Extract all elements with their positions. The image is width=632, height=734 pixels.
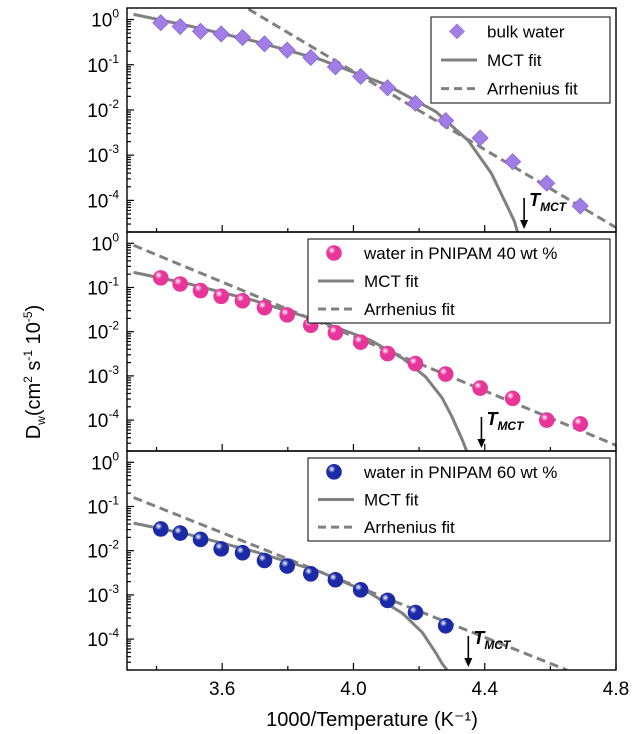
y-tick-label: 10-1 [87, 52, 119, 77]
data-point [172, 276, 188, 292]
x-tick-label: 4.0 [340, 679, 366, 700]
y-tick-label: 10-3 [87, 363, 119, 388]
data-point [234, 544, 251, 561]
y-tick-label: 10-3 [87, 142, 119, 167]
panel-frame [126, 450, 617, 671]
data-point [171, 17, 189, 36]
legend-label: bulk water [487, 22, 565, 41]
data-point [538, 412, 555, 428]
data-point [192, 531, 209, 548]
data-point [437, 617, 454, 634]
y-tick-label: 10-2 [87, 319, 119, 344]
tmct-arrow-head [477, 439, 486, 448]
y-tick-label: 10-3 [87, 582, 119, 607]
data-point [256, 552, 273, 569]
data-point [233, 28, 252, 47]
y-tick-label: 10-4 [87, 626, 119, 651]
data-point [571, 197, 589, 215]
data-point [279, 558, 295, 574]
data-point [213, 288, 229, 305]
y-tick-label: 10-2 [87, 538, 119, 563]
data-point [472, 380, 488, 396]
data-point [327, 571, 344, 588]
data-point [406, 94, 425, 112]
tmct-arrow-head [520, 220, 529, 229]
data-point [407, 355, 424, 372]
data-point [379, 79, 397, 97]
data-point [255, 35, 274, 53]
data-point [302, 566, 319, 582]
data-point [278, 41, 296, 59]
data-point [212, 25, 230, 43]
data-point [352, 334, 369, 350]
tmct-label: TMCT [473, 628, 512, 652]
y-tick-label: 10-1 [87, 274, 119, 299]
y-tick-label: 10-4 [87, 187, 119, 212]
tmct-label: TMCT [486, 409, 525, 433]
x-tick-label: 4.4 [472, 679, 499, 700]
data-point [234, 292, 251, 309]
data-point [504, 390, 521, 407]
y-tick-label: 10-4 [87, 407, 119, 432]
data-point [572, 416, 589, 432]
data-point [379, 345, 396, 362]
x-axis-title: 1000/Temperature (K⁻¹) [266, 709, 478, 731]
y-tick-label: 100 [91, 7, 119, 32]
data-point [352, 67, 370, 86]
y-tick-label: 100 [91, 230, 119, 255]
data-point [437, 112, 455, 130]
arrhenius-fit-line [133, 243, 616, 447]
data-point [191, 22, 210, 40]
legend-label: Arrhenius fit [364, 300, 455, 319]
y-tick-label: 10-2 [87, 97, 119, 122]
mct-fit-line [133, 12, 519, 232]
legend-marker [326, 464, 342, 480]
data-point [153, 270, 169, 286]
data-point [352, 582, 369, 598]
y-tick-label: 100 [91, 449, 119, 474]
x-tick-label: 4.8 [603, 679, 629, 700]
data-point [504, 153, 522, 171]
data-point [327, 324, 344, 341]
tmct-arrow-head [464, 658, 473, 667]
data-point [279, 307, 295, 323]
arrhenius-fit-line [133, 496, 568, 670]
data-point [172, 525, 188, 541]
data-point [379, 592, 396, 609]
legend-label: water in PNIPAM 40 wt % [363, 244, 557, 263]
legend-label: water in PNIPAM 60 wt % [363, 463, 557, 482]
data-point [153, 521, 169, 537]
mct-fit-line [133, 270, 469, 451]
data-point [192, 282, 209, 299]
legend-label: Arrhenius fit [487, 80, 578, 99]
y-tick-label: 10-1 [87, 493, 119, 518]
legend-box [307, 457, 611, 542]
data-point [471, 129, 489, 147]
data-point [256, 299, 273, 316]
data-point [152, 14, 170, 32]
arrhenius-fit-line [247, 8, 616, 229]
legend-marker [449, 23, 465, 40]
data-point [302, 48, 320, 67]
legend-label: MCT fit [364, 491, 419, 510]
y-axis-title: Dw(cm2 s-1 10-5) [21, 305, 48, 440]
tmct-label: TMCT [529, 190, 568, 214]
data-point [437, 366, 454, 382]
data-point [407, 604, 424, 621]
legend-label: MCT fit [364, 272, 419, 291]
data-point [213, 541, 229, 557]
legend-label: MCT fit [487, 51, 542, 70]
data-point [538, 174, 556, 192]
legend-box [307, 238, 611, 324]
legend-label: Arrhenius fit [364, 518, 455, 537]
data-point [326, 58, 344, 76]
legend-marker [326, 245, 342, 261]
x-tick-label: 3.6 [209, 679, 235, 700]
mct-fit-line [133, 521, 449, 670]
